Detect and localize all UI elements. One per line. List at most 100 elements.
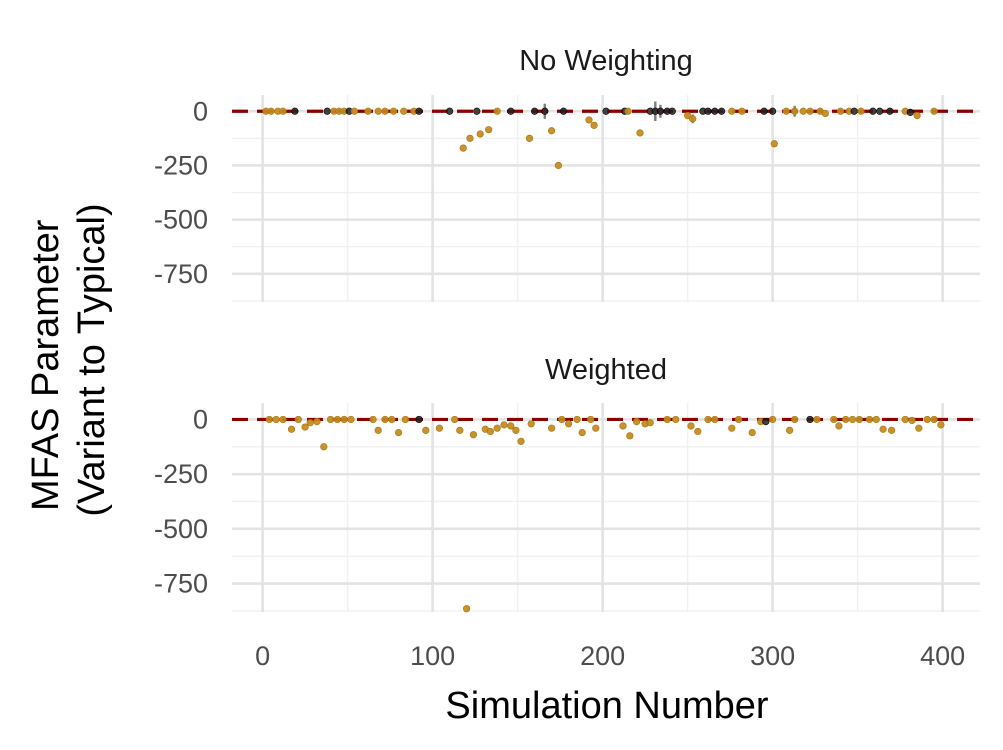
data-point <box>517 437 525 445</box>
data-point <box>564 420 573 428</box>
data-point <box>785 426 794 434</box>
data-point <box>668 107 676 115</box>
data-point <box>937 421 945 429</box>
data-point <box>267 107 275 115</box>
data-point <box>389 107 398 115</box>
data-point <box>578 428 586 437</box>
data-point <box>813 415 821 424</box>
y-tick-label: -250 <box>154 459 208 489</box>
data-point <box>301 423 309 431</box>
x-axis-title: Simulation Number <box>445 685 768 727</box>
data-point <box>590 121 598 129</box>
data-point <box>573 415 581 424</box>
data-point <box>401 415 410 424</box>
data-point <box>287 425 296 433</box>
panel-1: 0 -250 -500 -750 No Weighting <box>154 45 980 302</box>
data-point <box>333 415 342 424</box>
data-point <box>435 424 444 432</box>
data-point <box>879 425 887 433</box>
data-point <box>350 107 359 115</box>
x-tick-label: 400 <box>920 641 965 671</box>
data-point <box>265 415 274 424</box>
data-point <box>711 415 719 424</box>
data-point <box>507 422 515 430</box>
data-point <box>381 107 389 115</box>
data-point <box>876 107 884 115</box>
data-point <box>559 107 568 115</box>
x-tick-label: 0 <box>255 641 270 671</box>
data-point <box>364 107 372 115</box>
data-point <box>446 107 454 115</box>
data-point <box>782 107 790 115</box>
data-point <box>547 127 556 135</box>
data-point <box>507 107 515 115</box>
data-point <box>865 415 874 424</box>
data-point <box>791 415 799 424</box>
data-point <box>294 415 302 424</box>
data-point <box>687 422 695 430</box>
data-point <box>493 424 501 432</box>
data-point <box>632 418 641 426</box>
data-point <box>347 415 355 424</box>
data-point <box>872 415 880 424</box>
data-point <box>791 107 799 115</box>
data-point <box>619 422 627 430</box>
data-point <box>850 107 858 115</box>
data-point <box>908 416 916 425</box>
y-axis-title: MFAS Parameter (Variant to Typical) <box>25 203 113 516</box>
y-axis-title-line-1: MFAS Parameter <box>25 219 67 511</box>
data-point <box>694 427 702 436</box>
data-point <box>887 426 896 434</box>
data-point <box>374 426 382 434</box>
data-point <box>806 107 814 115</box>
data-point <box>327 415 335 424</box>
data-point <box>388 415 396 424</box>
data-point <box>547 424 556 432</box>
data-point <box>646 419 654 427</box>
data-point <box>915 424 923 432</box>
data-point <box>469 431 478 439</box>
facet-title: Weighted <box>545 354 667 386</box>
data-point <box>291 107 299 115</box>
facet-title: No Weighting <box>519 45 693 77</box>
data-point <box>415 415 423 424</box>
data-point <box>558 415 566 424</box>
data-point <box>473 107 481 115</box>
x-tick-label: 200 <box>580 641 625 671</box>
data-point <box>728 424 736 432</box>
data-point <box>636 129 644 137</box>
data-point <box>306 419 314 427</box>
data-point <box>459 144 467 152</box>
y-tick-label: -500 <box>154 205 208 235</box>
data-point <box>381 415 389 424</box>
data-point <box>768 415 777 424</box>
data-point <box>554 161 563 170</box>
data-point <box>500 421 508 429</box>
data-point <box>592 424 600 432</box>
panel-2: 0 -250 -500 -750 Weighted <box>154 354 980 613</box>
data-point <box>806 415 814 424</box>
y-axis-title-line-2: (Variant to Typical) <box>71 203 113 516</box>
data-point <box>272 415 280 424</box>
data-point <box>683 111 692 120</box>
data-point <box>527 420 535 428</box>
y-tick-label: 0 <box>193 404 208 434</box>
data-point <box>279 415 287 424</box>
data-point <box>415 107 423 115</box>
data-point <box>374 107 382 115</box>
data-point <box>486 427 495 436</box>
data-point <box>930 415 938 424</box>
data-point <box>320 443 328 451</box>
y-tick-label: -250 <box>154 150 208 180</box>
data-point <box>422 426 430 434</box>
data-point <box>704 107 712 115</box>
data-point <box>835 422 843 430</box>
data-point <box>279 107 287 115</box>
y-tick-label: 0 <box>193 96 208 126</box>
data-point <box>323 107 331 115</box>
data-point <box>451 415 459 424</box>
data-point <box>456 426 464 434</box>
data-point <box>663 415 671 424</box>
data-point <box>855 415 863 424</box>
